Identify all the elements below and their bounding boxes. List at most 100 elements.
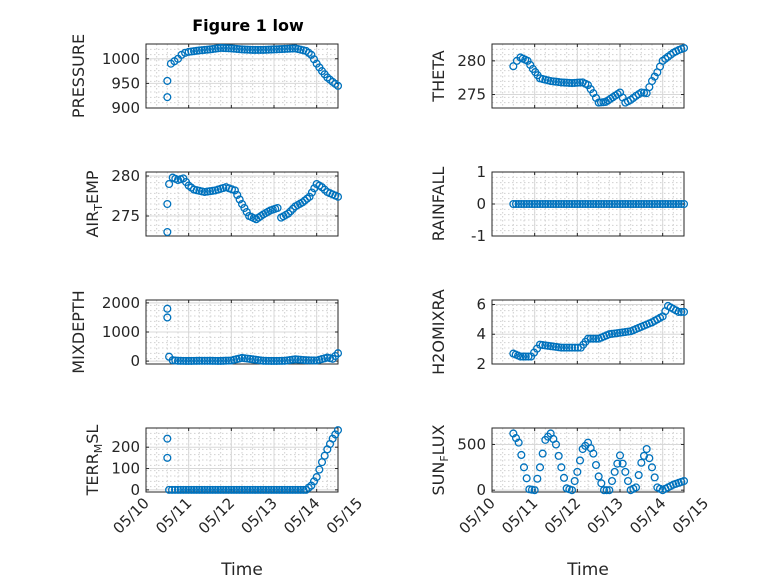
data-point [613, 459, 622, 468]
data-point [205, 485, 215, 494]
data-point [221, 44, 231, 53]
y-axis-label: MIXDEPTH [69, 290, 88, 373]
data-point [272, 356, 281, 365]
y-tick-label: 500 [457, 435, 486, 453]
data-point [631, 199, 641, 209]
data-point [573, 199, 582, 209]
data-point [517, 199, 526, 209]
axes-frame [491, 427, 685, 493]
data-point [583, 199, 593, 209]
data-point [677, 307, 686, 316]
data-point [273, 203, 282, 213]
data-point [522, 199, 531, 209]
subplot-h2omixra: 2 4 6 H2OMIXRA [429, 289, 689, 375]
data-point [610, 199, 619, 209]
data-point [328, 434, 337, 443]
y-axis-label: AIRTEMP [83, 170, 105, 237]
data-point [605, 486, 614, 495]
y-axis-label: TERRMSL [83, 425, 105, 497]
data-point [615, 199, 625, 209]
data-point [304, 356, 313, 365]
subplot-mixdepth: 0 1000 2000 MIXDEPTH [69, 290, 343, 374]
data-point [333, 349, 343, 358]
data-point [277, 485, 287, 494]
data-point [285, 485, 295, 494]
data-point [296, 485, 305, 494]
data-point [163, 453, 172, 462]
x-axis-label: Time [220, 560, 263, 580]
data-point [516, 352, 525, 361]
data-point [573, 78, 582, 87]
data-point [251, 45, 260, 54]
data-point [288, 485, 297, 494]
data-point [237, 199, 247, 209]
data-point [583, 334, 593, 343]
data-point [216, 485, 225, 494]
data-point [559, 473, 569, 482]
y-tick-label: 1000 [102, 323, 140, 341]
data-point [661, 199, 670, 209]
data-point [642, 199, 651, 209]
data-point [541, 199, 550, 209]
data-point [176, 485, 185, 494]
data-point [519, 199, 529, 209]
data-point [623, 199, 633, 209]
data-point [525, 199, 534, 209]
data-point [559, 343, 569, 352]
data-point [677, 199, 686, 209]
axes-frame [491, 299, 685, 365]
data-point [230, 186, 239, 195]
y-axis-label-main: TERR [83, 453, 102, 496]
y-axis-label: SUNFLUX [429, 424, 451, 495]
data-point [557, 199, 566, 209]
data-point [583, 81, 593, 90]
y-tick-label: 6 [476, 295, 486, 313]
data-point [645, 454, 654, 463]
y-tick-label: 100 [111, 460, 140, 478]
data-point [637, 458, 646, 467]
data-point [599, 486, 609, 495]
data-point [554, 451, 563, 460]
y-tick-label: 275 [457, 86, 486, 104]
data-point [666, 199, 675, 209]
data-point [679, 43, 689, 53]
data-point [251, 485, 260, 494]
x-tick-label: 05/10 [456, 494, 499, 537]
data-point [237, 485, 247, 494]
data-point [229, 485, 239, 494]
data-point [165, 179, 174, 189]
data-point [589, 449, 598, 458]
data-point [203, 485, 212, 494]
data-point [519, 352, 528, 361]
data-point [509, 199, 518, 209]
data-point [634, 471, 643, 480]
data-point [526, 60, 535, 69]
data-point [221, 485, 231, 494]
data-point [245, 45, 255, 54]
data-point [567, 79, 577, 88]
data-point [233, 190, 242, 199]
data-point [674, 199, 683, 209]
data-point [285, 44, 295, 53]
data-point [227, 44, 236, 53]
data-point [181, 485, 191, 494]
data-point [200, 485, 209, 494]
data-point [213, 356, 223, 365]
data-point [312, 473, 321, 482]
data-point [655, 199, 665, 209]
data-point [637, 199, 646, 209]
data-point [299, 355, 308, 365]
x-tick-label: 05/14 [626, 494, 669, 537]
data-point [586, 85, 595, 94]
data-point [524, 352, 533, 361]
data-point [522, 474, 531, 483]
data-point [562, 199, 571, 209]
data-point [264, 485, 273, 494]
data-point [259, 356, 268, 365]
y-tick-label: 1 [476, 163, 486, 181]
data-point [605, 199, 614, 209]
y-tick-label: 900 [111, 99, 140, 117]
data-point [163, 93, 172, 102]
data-point [221, 356, 231, 365]
data-point [535, 463, 545, 472]
